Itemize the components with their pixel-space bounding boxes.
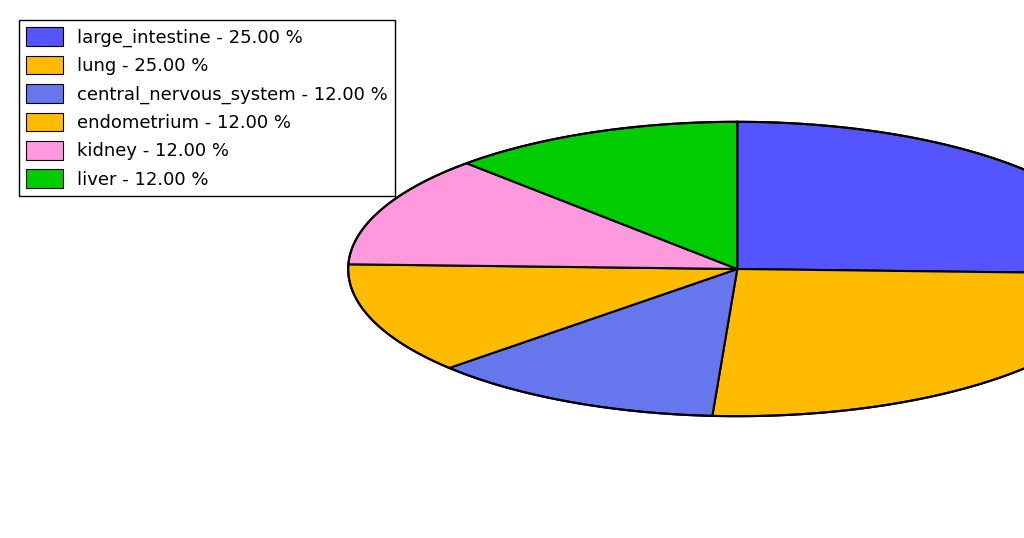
Polygon shape xyxy=(713,269,1024,416)
Polygon shape xyxy=(467,122,737,269)
Legend: large_intestine - 25.00 %, lung - 25.00 %, central_nervous_system - 12.00 %, end: large_intestine - 25.00 %, lung - 25.00 … xyxy=(19,20,395,196)
Polygon shape xyxy=(348,264,737,368)
Polygon shape xyxy=(348,163,737,269)
Polygon shape xyxy=(450,269,737,416)
Polygon shape xyxy=(737,122,1024,274)
